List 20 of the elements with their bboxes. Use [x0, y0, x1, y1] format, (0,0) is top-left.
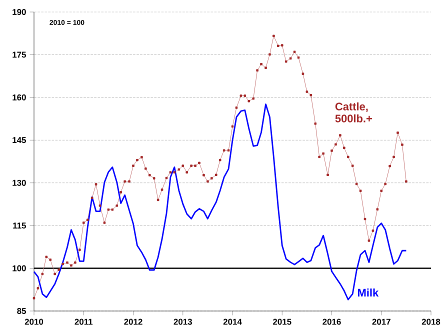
x-tick-label: 2011: [74, 318, 93, 325]
x-tick-label: 2017: [372, 318, 390, 325]
y-tick-label: 160: [12, 94, 26, 100]
x-tick-label: 2014: [223, 318, 242, 325]
x-tick-label: 2010: [24, 318, 44, 325]
y-tick-label: 190: [12, 9, 26, 15]
series-label: Cattle, 500lb.+: [335, 102, 372, 122]
x-tick-label: 2013: [174, 318, 192, 325]
line-series: [33, 104, 407, 300]
y-tick-label: 115: [13, 222, 26, 229]
y-tick-label: 145: [12, 137, 26, 144]
series-label: Milk: [358, 288, 379, 296]
y-tick-label: 175: [12, 52, 26, 58]
x-tick-label: 2015: [273, 318, 292, 325]
y-tick-label: 100: [12, 265, 26, 272]
x-tick-label: 2016: [322, 318, 341, 325]
y-tick-label: 130: [12, 180, 26, 186]
x-tick-label: 2018: [422, 318, 440, 325]
x-tick-label: 2012: [124, 318, 142, 325]
y-tick-label: 85: [17, 308, 26, 314]
